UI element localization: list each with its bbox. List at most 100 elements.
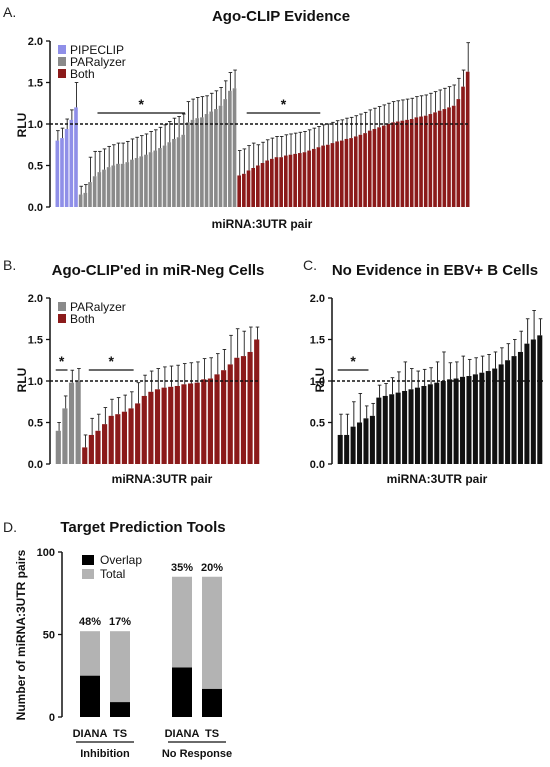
panel-d-percent-label: 20% [201, 562, 223, 574]
panel-a-y-tick-label: 2.0 [28, 36, 43, 48]
panel-b-bar [102, 424, 108, 464]
panel-a-bar [218, 105, 223, 207]
panel-c-bar [505, 360, 511, 464]
panel-b: B. Ago-CLIP'ed in miR-Neg Cells RLU miRN… [3, 257, 264, 486]
panel-a-bar [437, 110, 442, 207]
panel-a-bar [325, 144, 330, 207]
panel-a-bar [456, 99, 461, 207]
panel-a-bar [83, 192, 88, 207]
panel-a-y-tick-label: 1.5 [28, 78, 43, 90]
panel-c-bar [369, 415, 375, 464]
panel-a-x-axis-label: miRNA:3UTR pair [212, 217, 313, 231]
panel-a-bar [414, 117, 419, 207]
panel-b-bar [194, 382, 200, 464]
panel-a-legend-label: PARalyzer [70, 55, 126, 69]
panel-b-bar [201, 379, 207, 464]
panel-a-bar [386, 124, 391, 207]
panel-a-bar [176, 137, 181, 207]
panel-a-bar [433, 112, 437, 207]
panel-b-bar [55, 430, 61, 464]
panel-c-bar [350, 426, 356, 464]
panel-a-bar [377, 127, 381, 207]
panel-a-bar [372, 128, 377, 207]
panel-a-y-tick-label: 0.5 [28, 161, 43, 173]
panel-b-bar [174, 385, 180, 464]
panel-a-bar [367, 130, 372, 207]
panel-b-bar [108, 415, 114, 464]
panel-a-bar [88, 182, 92, 207]
panel-d-legend-swatch [82, 555, 94, 565]
panel-a-bar [204, 114, 209, 207]
panel-b-bar [154, 389, 161, 464]
panel-a-bar [200, 117, 204, 207]
panel-c-letter: C. [303, 257, 317, 273]
panel-b-bar [68, 382, 75, 464]
panel-a-bar [335, 141, 339, 207]
panel-a-bar [92, 176, 97, 207]
panel-a-bar [256, 165, 260, 207]
panel-d-total-bar [110, 631, 130, 717]
panel-c-bar [530, 339, 536, 464]
panel-d-y-axis-label: Number of miRNA:3UTR pairs [14, 549, 28, 720]
panel-a-bar [344, 138, 349, 207]
panel-c-bar [492, 368, 498, 464]
panel-a-y-axis-label: RLU [15, 113, 29, 138]
panel-a-bar [395, 121, 400, 207]
panel-a-bar [307, 150, 311, 207]
panel-b-bar [181, 384, 187, 464]
panel-d-marks: 0 50 100 48% DIANA 17% TS 35% DIANA 20% TS Inhibiti… [37, 547, 233, 760]
panel-d-percent-label: 35% [171, 562, 193, 574]
panel-c-bar [498, 364, 504, 464]
panel-d-group-label: No Response [162, 748, 232, 760]
panel-a-bar [153, 150, 158, 207]
panel-b-bar [115, 414, 121, 464]
panel-b-legend-swatch [58, 302, 66, 311]
panel-a-bar [106, 167, 111, 207]
panel-d: D. Target Prediction Tools Number of miR… [3, 519, 232, 760]
panel-a-bar [311, 148, 316, 207]
panel-a-legend-swatch [58, 69, 66, 78]
panel-c-bar [466, 376, 472, 464]
panel-c-bar [427, 384, 433, 464]
panel-d-legend-label: Total [100, 567, 125, 581]
panel-c-y-tick-label: 1.0 [310, 376, 325, 388]
panel-a-bar [321, 145, 325, 207]
panel-a-bar [144, 154, 148, 207]
panel-b-bar [88, 434, 94, 464]
panel-c-bar [440, 381, 446, 464]
panel-b-y-tick-label: 0.0 [28, 459, 43, 471]
panel-c-bar [344, 434, 350, 464]
panel-d-y-tick-label: 0 [49, 712, 55, 724]
panel-a-bar [316, 147, 321, 207]
panel-d-y-tick-label: 50 [43, 630, 55, 642]
panel-a-bar [172, 138, 176, 207]
panel-c-bar [485, 371, 491, 464]
panel-b-bar [214, 374, 220, 464]
panel-a-title: Ago-CLIP Evidence [212, 8, 350, 25]
panel-a-bar [447, 107, 451, 207]
panel-a-bar [288, 154, 293, 207]
panel-a-bar [148, 152, 153, 207]
panel-a-bar [358, 134, 363, 207]
panel-c-bar [414, 387, 420, 464]
panel-a-bar [260, 163, 265, 207]
panel-a-bar [428, 114, 433, 207]
panel-a-bar [232, 88, 237, 207]
panel-a-bar [116, 163, 120, 207]
panel-a-bar [270, 158, 274, 207]
panel-a-bar [214, 109, 218, 207]
panel-d-total-bar [202, 576, 222, 717]
panel-b-bar [128, 408, 134, 464]
panel-d-category-label: TS [113, 728, 127, 740]
panel-b-bar [141, 395, 147, 464]
panel-a-bar [69, 119, 74, 207]
panel-a-bar [419, 116, 423, 207]
panel-b-y-tick-label: 2.0 [28, 293, 43, 305]
panel-c-bar [511, 356, 517, 464]
panel-c-bar [337, 434, 343, 464]
panel-a-bar [409, 119, 414, 207]
panel-a-bar [228, 90, 232, 207]
panel-a-bar [223, 99, 228, 207]
